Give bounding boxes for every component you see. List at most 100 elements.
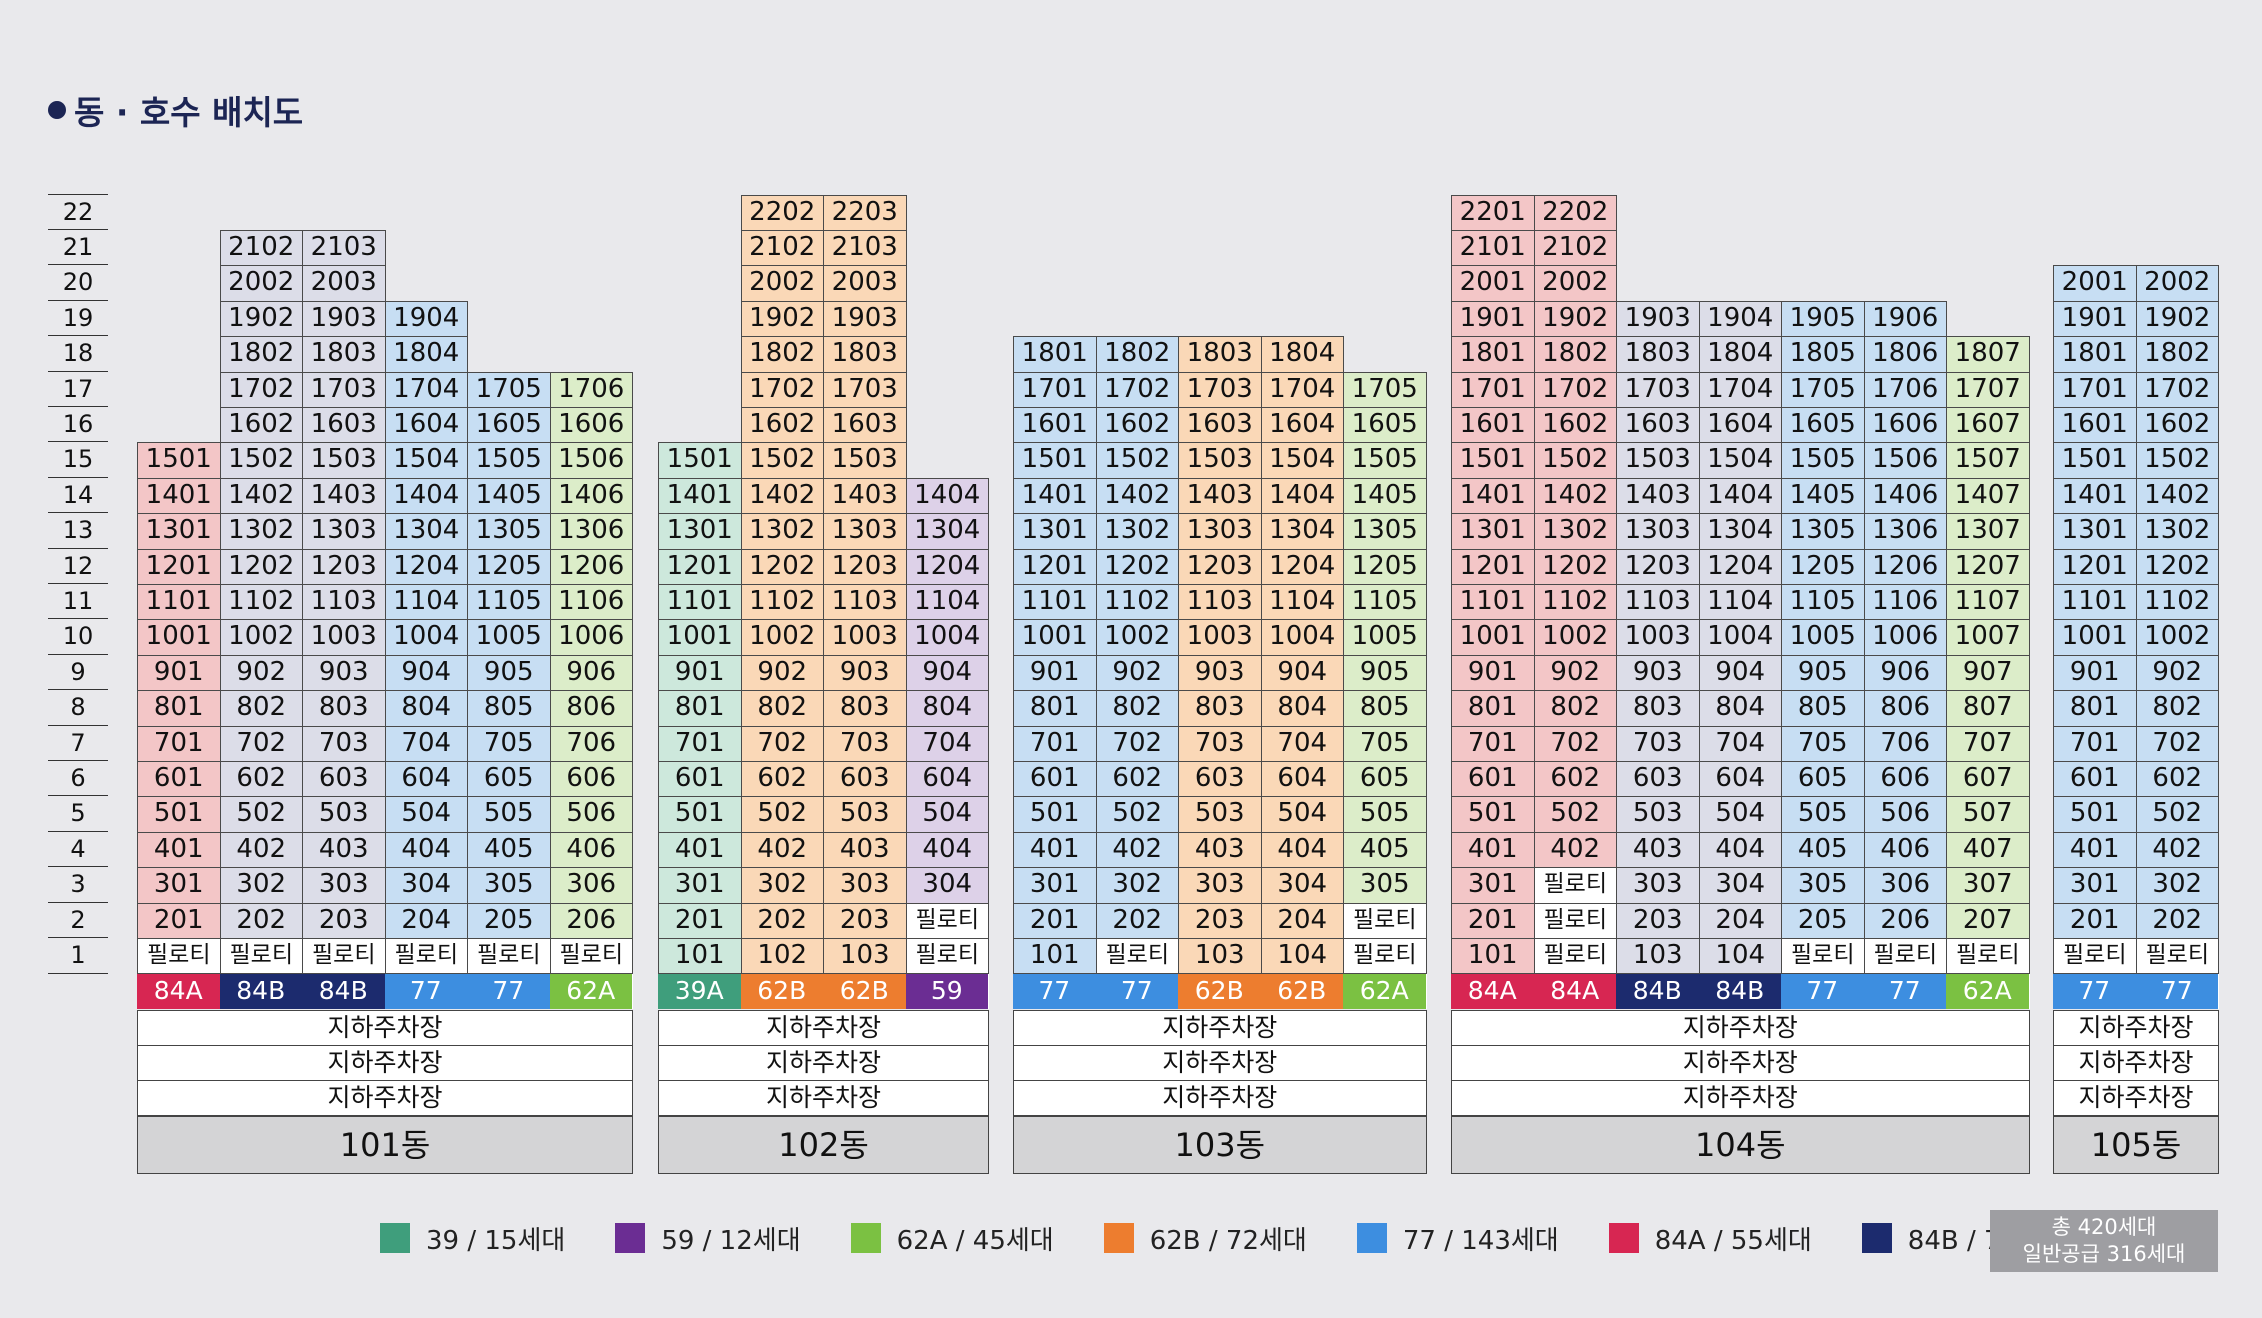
unit-cell: 702 [219, 725, 303, 762]
unit-cell: 603 [1178, 761, 1262, 798]
unit-cell: 1202 [1533, 548, 1617, 585]
unit-cell: 101 [1013, 938, 1097, 975]
unit-cell: 1202 [2135, 548, 2219, 585]
unit-cell: 907 [1946, 654, 2030, 692]
parking-row: 지하주차장 [137, 1045, 633, 1081]
unit-cell: 402 [1533, 831, 1617, 869]
unit-cell: 1502 [1095, 442, 1179, 479]
unit-cell: 504 [384, 796, 468, 833]
general-supply-text: 일반공급 316세대 [2022, 1242, 2186, 1266]
unit-cell: 1804 [1698, 336, 1782, 373]
unit-cell: 1004 [905, 619, 989, 656]
building-name: 101동 [137, 1116, 633, 1174]
unit-cell: 906 [549, 654, 633, 692]
piloti-cell: 필로티 [384, 938, 468, 975]
unit-cell: 1804 [384, 336, 468, 373]
floor-axis: 22 21 20 19 18 17 16 15 14 13 12 11 10 9 8 7 6 5 4 3 2 1 [48, 0, 108, 1000]
unit-cell: 206 [549, 902, 633, 939]
unit-cell: 1303 [1178, 513, 1262, 550]
unit-cell: 1602 [2135, 407, 2219, 444]
unit-cell: 903 [1616, 654, 1700, 692]
unit-cell: 1401 [658, 477, 742, 515]
unit-cell: 702 [2135, 725, 2219, 762]
unit-cell: 803 [1616, 690, 1700, 727]
unit-cell: 905 [1781, 654, 1865, 692]
unit-cell: 601 [137, 761, 221, 798]
unit-cell: 605 [467, 761, 551, 798]
unit-cell: 906 [1863, 654, 1947, 692]
unit-cell: 1904 [1698, 300, 1782, 338]
unit-cell: 1302 [740, 513, 824, 550]
unit-cell: 1404 [905, 477, 989, 515]
unit-cell: 304 [1260, 867, 1344, 904]
page-title: 동 · 호수 배치도 [48, 86, 303, 134]
unit-cell: 1703 [1616, 371, 1700, 408]
unit-cell: 1702 [1095, 371, 1179, 408]
parking-row: 지하주차장 [1451, 1045, 2030, 1081]
floor-label: 14 [62, 480, 94, 509]
unit-cell: 1704 [1260, 371, 1344, 408]
unit-cell: 503 [1178, 796, 1262, 833]
unit-cell: 402 [1095, 831, 1179, 869]
unit-cell: 302 [2135, 867, 2219, 904]
unit-cell: 1404 [384, 477, 468, 515]
unit-cell: 1502 [740, 442, 824, 479]
parking-row: 지하주차장 [2053, 1045, 2219, 1081]
unit-cell: 903 [823, 654, 907, 692]
parking-row: 지하주차장 [2053, 1080, 2219, 1116]
unit-cell: 1605 [1781, 407, 1865, 444]
unit-cell: 502 [219, 796, 303, 833]
unit-cell: 505 [1343, 796, 1427, 833]
unit-cell: 905 [1343, 654, 1427, 692]
unit-cell: 901 [1451, 654, 1535, 692]
legend-label: 62A / 45세대 [896, 1225, 1054, 1256]
unit-cell: 904 [1260, 654, 1344, 692]
unit-cell: 1006 [549, 619, 633, 656]
building-name: 104동 [1451, 1116, 2030, 1174]
unit-cell: 1906 [1863, 300, 1947, 338]
unit-cell: 405 [467, 831, 551, 869]
unit-type-bar: 62B [823, 974, 907, 1010]
unit-cell: 1706 [549, 371, 633, 408]
unit-cell: 703 [1616, 725, 1700, 762]
legend-swatch [380, 1223, 410, 1253]
unit-cell: 1102 [740, 584, 824, 621]
unit-type-bar: 62A [1343, 974, 1427, 1010]
unit-cell: 1003 [1616, 619, 1700, 656]
total-units-box: 총 420세대 일반공급 316세대 [1990, 1210, 2218, 1272]
parking-row: 지하주차장 [658, 1045, 989, 1081]
floor-label: 9 [70, 657, 86, 686]
unit-cell: 401 [137, 831, 221, 869]
unit-cell: 204 [1698, 902, 1782, 939]
unit-cell: 504 [905, 796, 989, 833]
bullet-icon [48, 101, 66, 119]
unit-cell: 1603 [823, 407, 907, 444]
unit-cell: 1606 [1863, 407, 1947, 444]
piloti-cell: 필로티 [467, 938, 551, 975]
floor-label: 5 [70, 799, 86, 828]
piloti-cell: 필로티 [549, 938, 633, 975]
unit-cell: 303 [302, 867, 386, 904]
unit-cell: 1206 [1863, 548, 1947, 585]
floor-label: 22 [62, 197, 94, 226]
unit-cell: 804 [1698, 690, 1782, 727]
unit-cell: 1605 [467, 407, 551, 444]
unit-cell: 702 [1533, 725, 1617, 762]
unit-cell: 1606 [549, 407, 633, 444]
unit-cell: 2002 [1533, 265, 1617, 302]
unit-cell: 606 [549, 761, 633, 798]
unit-cell: 1204 [1260, 548, 1344, 585]
unit-cell: 501 [1451, 796, 1535, 833]
unit-cell: 204 [1260, 902, 1344, 939]
unit-cell: 1701 [1013, 371, 1097, 408]
unit-cell: 1404 [1698, 477, 1782, 515]
unit-cell: 901 [137, 654, 221, 692]
unit-cell: 1507 [1946, 442, 2030, 479]
page-title-text: 동 · 호수 배치도 [74, 93, 304, 132]
unit-cell: 1201 [1013, 548, 1097, 585]
unit-cell: 1601 [1013, 407, 1097, 444]
unit-cell: 1703 [823, 371, 907, 408]
legend-item: 84A / 55세대 [1608, 1220, 1812, 1257]
unit-cell: 603 [1616, 761, 1700, 798]
unit-cell: 1102 [1533, 584, 1617, 621]
